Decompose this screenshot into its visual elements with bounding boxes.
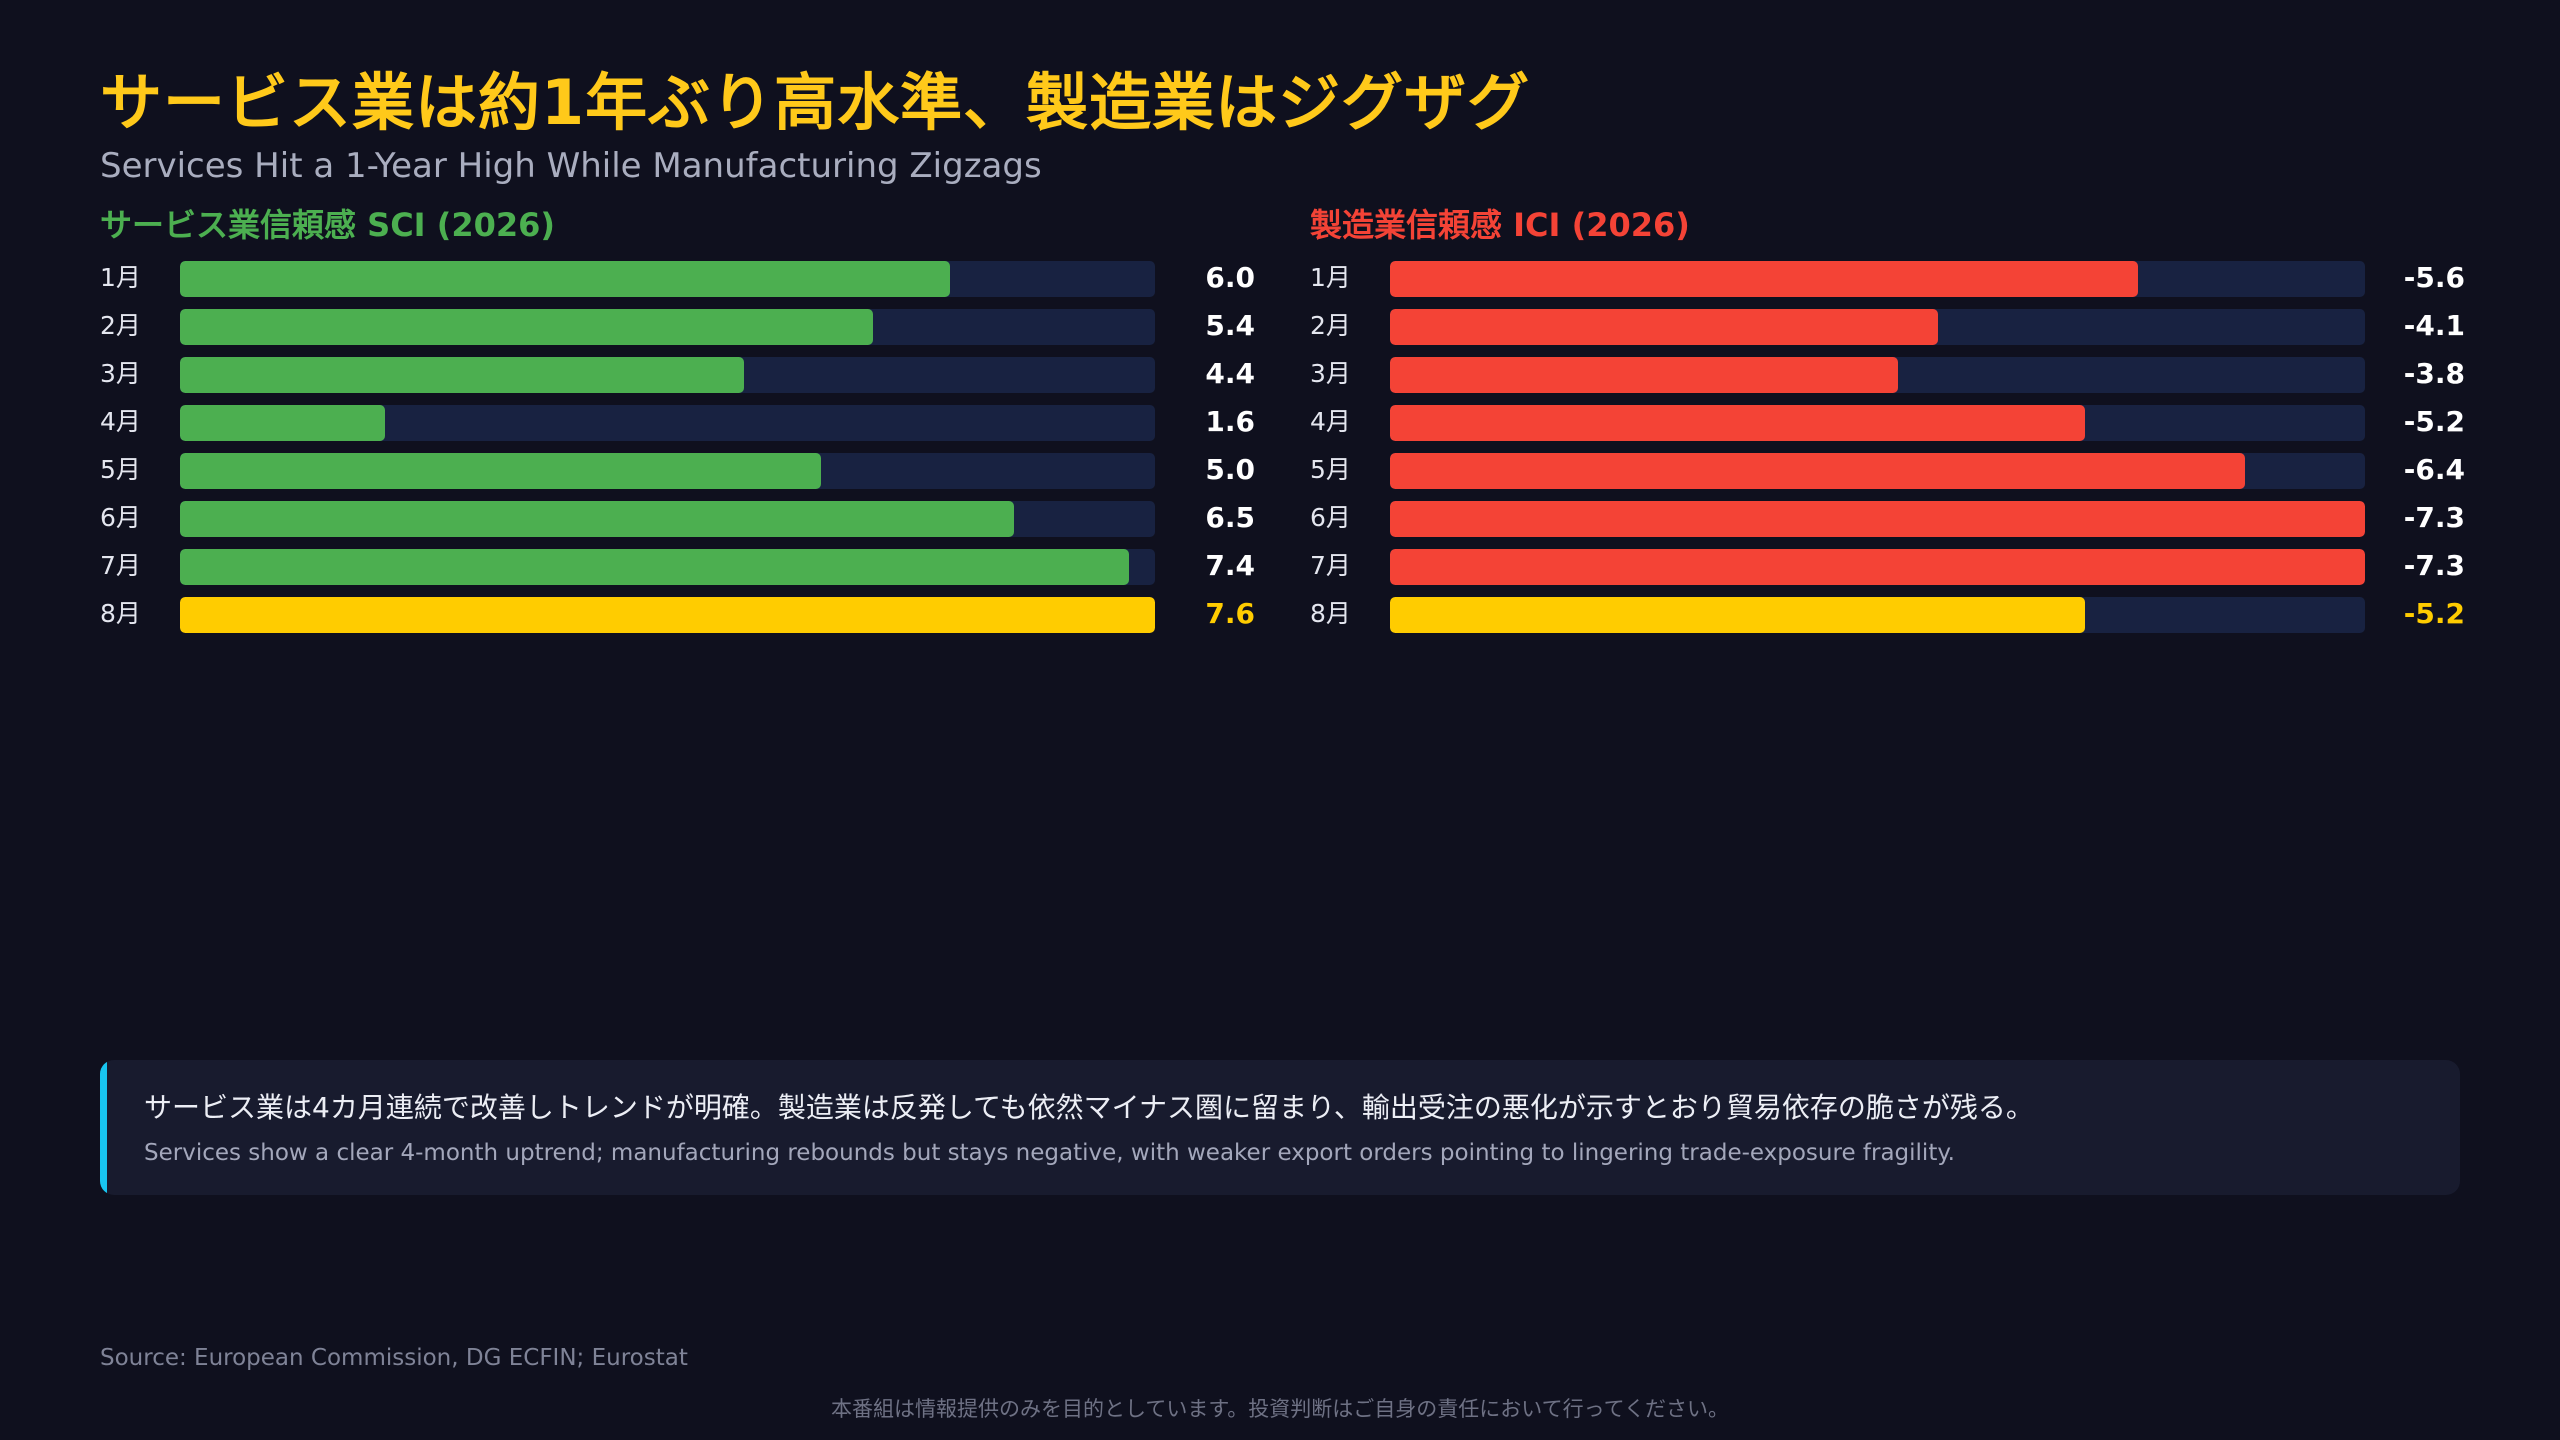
manufacturing-bar-row: 5月 -6.4 [1310, 452, 2465, 500]
manufacturing-month-label: 3月 [1310, 359, 1351, 388]
services-bar-row: 4月 1.6 [100, 404, 1255, 452]
services-bar [180, 453, 821, 489]
services-bar [180, 261, 950, 297]
commentary-accent-bar [100, 1060, 107, 1195]
manufacturing-bar-row: 1月 -5.6 [1310, 260, 2465, 308]
services-bar [180, 309, 873, 345]
manufacturing-bar [1390, 597, 2085, 633]
page-subtitle: Services Hit a 1-Year High While Manufac… [100, 146, 1042, 186]
services-bar-row: 5月 5.0 [100, 452, 1255, 500]
services-value-label: 7.6 [1205, 597, 1255, 630]
manufacturing-bar-track [1390, 453, 2365, 489]
manufacturing-bar-row: 2月 -4.1 [1310, 308, 2465, 356]
manufacturing-month-label: 4月 [1310, 407, 1351, 436]
services-month-label: 3月 [100, 359, 141, 388]
manufacturing-bar-track [1390, 261, 2365, 297]
services-value-label: 5.0 [1205, 453, 1255, 486]
services-bar-track [180, 501, 1155, 537]
manufacturing-month-label: 7月 [1310, 551, 1351, 580]
services-bar-track [180, 405, 1155, 441]
services-month-label: 5月 [100, 455, 141, 484]
manufacturing-bar-row: 8月 -5.2 [1310, 596, 2465, 644]
manufacturing-bar-track [1390, 405, 2365, 441]
services-bar-track [180, 309, 1155, 345]
services-value-label: 6.5 [1205, 501, 1255, 534]
source-note: Source: European Commission, DG ECFIN; E… [100, 1345, 688, 1371]
manufacturing-bar-row: 4月 -5.2 [1310, 404, 2465, 452]
manufacturing-bar-row: 3月 -3.8 [1310, 356, 2465, 404]
manufacturing-bar [1390, 453, 2245, 489]
services-value-label: 5.4 [1205, 309, 1255, 342]
services-chart-panel: サービス業信頼感 SCI (2026) 1月 6.0 2月 5.4 3月 4.4 4月 1.6… [100, 200, 1255, 640]
manufacturing-bar-row: 6月 -7.3 [1310, 500, 2465, 548]
services-bar-track [180, 597, 1155, 633]
manufacturing-month-label: 5月 [1310, 455, 1351, 484]
services-bar-row: 3月 4.4 [100, 356, 1255, 404]
manufacturing-value-label: -5.2 [2403, 405, 2465, 438]
manufacturing-bar [1390, 261, 2138, 297]
services-bar-row: 7月 7.4 [100, 548, 1255, 596]
services-bar [180, 501, 1014, 537]
manufacturing-month-label: 6月 [1310, 503, 1351, 532]
services-chart-title: サービス業信頼感 SCI (2026) [100, 206, 556, 244]
services-bar [180, 357, 744, 393]
manufacturing-bar [1390, 549, 2365, 585]
commentary-text-en: Services show a clear 4-month uptrend; m… [144, 1140, 1955, 1166]
manufacturing-chart-panel: 製造業信頼感 ICI (2026) 1月 -5.6 2月 -4.1 3月 -3.8 4月 -5… [1310, 200, 2465, 640]
manufacturing-bar-track [1390, 309, 2365, 345]
page-title: サービス業は約1年ぶり高水準、製造業はジグザグ [100, 66, 1531, 139]
disclaimer: 本番組は情報提供のみを目的としています。投資判断はご自身の責任において行ってくだ… [831, 1397, 1729, 1421]
manufacturing-month-label: 1月 [1310, 263, 1351, 292]
manufacturing-bar-track [1390, 597, 2365, 633]
manufacturing-bar-rows: 1月 -5.6 2月 -4.1 3月 -3.8 4月 -5.2 5月 -6.4 6月 -7.3 7月 -7… [1310, 260, 2465, 644]
manufacturing-bar [1390, 405, 2085, 441]
services-bar [180, 597, 1155, 633]
services-bar-row: 8月 7.6 [100, 596, 1255, 644]
services-bar-row: 2月 5.4 [100, 308, 1255, 356]
services-bar-rows: 1月 6.0 2月 5.4 3月 4.4 4月 1.6 5月 5.0 6月 6.5 7月 7.4 8月 7.6 [100, 260, 1255, 644]
services-bar-row: 6月 6.5 [100, 500, 1255, 548]
services-month-label: 2月 [100, 311, 141, 340]
services-bar-track [180, 453, 1155, 489]
services-value-label: 4.4 [1205, 357, 1255, 390]
manufacturing-bar-track [1390, 549, 2365, 585]
manufacturing-value-label: -5.6 [2403, 261, 2465, 294]
manufacturing-value-label: -6.4 [2403, 453, 2465, 486]
manufacturing-bar [1390, 501, 2365, 537]
manufacturing-value-label: -3.8 [2403, 357, 2465, 390]
manufacturing-value-label: -5.2 [2403, 597, 2465, 630]
manufacturing-bar-row: 7月 -7.3 [1310, 548, 2465, 596]
commentary-text-jp: サービス業は4カ月連続で改善しトレンドが明確。製造業は反発しても依然マイナス圏に… [144, 1091, 2034, 1124]
services-month-label: 7月 [100, 551, 141, 580]
services-month-label: 1月 [100, 263, 141, 292]
manufacturing-month-label: 2月 [1310, 311, 1351, 340]
services-month-label: 8月 [100, 599, 141, 628]
commentary-box: サービス業は4カ月連続で改善しトレンドが明確。製造業は反発しても依然マイナス圏に… [100, 1060, 2460, 1195]
services-bar-track [180, 549, 1155, 585]
services-bar-track [180, 357, 1155, 393]
services-value-label: 6.0 [1205, 261, 1255, 294]
services-bar [180, 549, 1129, 585]
services-value-label: 1.6 [1205, 405, 1255, 438]
manufacturing-bar [1390, 309, 1938, 345]
manufacturing-value-label: -7.3 [2403, 501, 2465, 534]
services-bar [180, 405, 385, 441]
manufacturing-month-label: 8月 [1310, 599, 1351, 628]
services-month-label: 6月 [100, 503, 141, 532]
services-value-label: 7.4 [1205, 549, 1255, 582]
manufacturing-chart-title: 製造業信頼感 ICI (2026) [1310, 206, 1690, 244]
services-month-label: 4月 [100, 407, 141, 436]
manufacturing-bar-track [1390, 501, 2365, 537]
services-bar-track [180, 261, 1155, 297]
services-bar-row: 1月 6.0 [100, 260, 1255, 308]
manufacturing-value-label: -7.3 [2403, 549, 2465, 582]
manufacturing-value-label: -4.1 [2403, 309, 2465, 342]
manufacturing-bar [1390, 357, 1898, 393]
manufacturing-bar-track [1390, 357, 2365, 393]
